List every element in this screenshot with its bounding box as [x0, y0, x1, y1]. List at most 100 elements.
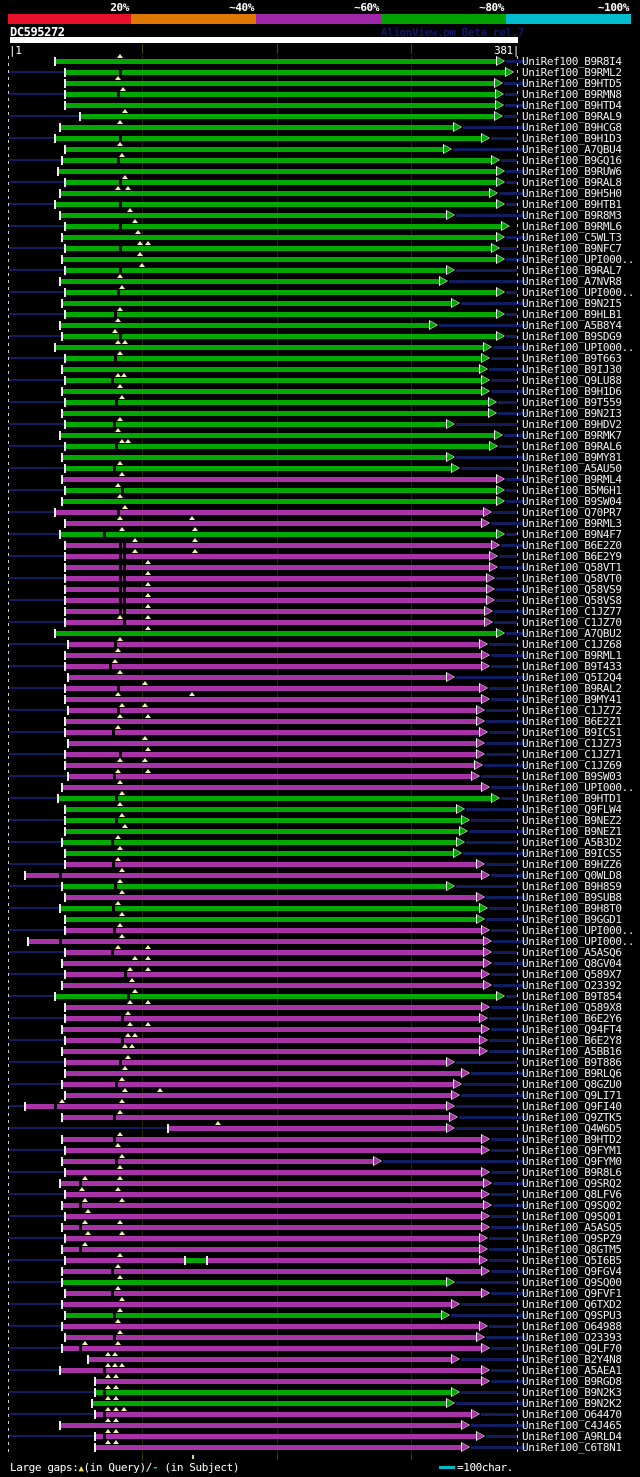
hit-row[interactable]: UniRef100_B9RMN8 — [0, 87, 640, 101]
alignment-bar[interactable] — [62, 235, 498, 240]
alignment-bar[interactable] — [65, 829, 461, 834]
alignment-bar[interactable] — [62, 1247, 481, 1252]
alignment-bar[interactable] — [65, 444, 491, 449]
hit-label[interactable]: UniRef100_B9RML1 — [522, 649, 622, 662]
alignment-bar[interactable] — [62, 477, 498, 482]
alignment-bar[interactable] — [62, 1346, 483, 1351]
hit-row[interactable]: UniRef100_B9GGD1 — [0, 912, 640, 925]
alignment-bar[interactable] — [65, 1060, 448, 1065]
alignment-bar[interactable] — [65, 576, 488, 581]
hit-row[interactable]: UniRef100_UPI000.. — [0, 923, 640, 936]
alignment-bar[interactable] — [65, 1214, 483, 1219]
hit-row[interactable]: UniRef100_B9N2K2 — [0, 1396, 640, 1409]
hit-label[interactable]: UniRef100_A5AEA1 — [522, 1364, 622, 1377]
hit-label[interactable]: UniRef100_Q8GV04 — [522, 957, 622, 970]
hit-row[interactable]: UniRef100_B5M6H1 — [0, 483, 640, 496]
hit-row[interactable]: UniRef100_Q58VT1 — [0, 560, 640, 573]
alignment-bar[interactable] — [65, 378, 483, 383]
hit-label[interactable]: UniRef100_B6E2Z1 — [522, 715, 622, 728]
hit-label[interactable]: UniRef100_B2Y4N8 — [522, 1353, 622, 1366]
hit-row[interactable]: UniRef100_B6E2Y8 — [0, 1033, 640, 1047]
hit-row[interactable]: UniRef100_Q94FT4 — [0, 1022, 640, 1035]
hit-label[interactable]: UniRef100_B9RLQ6 — [522, 1067, 622, 1080]
alignment-bar[interactable] — [65, 719, 478, 724]
hit-label[interactable]: UniRef100_Q8GTM5 — [522, 1243, 622, 1256]
hit-label[interactable]: UniRef100_B6E2Y9 — [522, 550, 622, 563]
hit-label[interactable]: UniRef100_Q9LF70 — [522, 1342, 622, 1355]
alignment-bar[interactable] — [65, 543, 493, 548]
hit-row[interactable]: UniRef100_B9N2I3 — [0, 408, 640, 419]
alignment-bar[interactable] — [62, 1280, 448, 1285]
hit-label[interactable]: UniRef100_B9H1D6 — [522, 385, 622, 398]
hit-label[interactable]: UniRef100_B9RML6 — [522, 220, 622, 233]
hit-label[interactable]: UniRef100_B9RML4 — [522, 473, 622, 486]
hit-row[interactable]: UniRef100_B9SDG9 — [0, 329, 640, 342]
hit-label[interactable]: UniRef100_B9SUB8 — [522, 891, 622, 904]
hit-row[interactable]: UniRef100_B6E2Z1 — [0, 714, 640, 728]
hit-row[interactable]: UniRef100_A7NVR8 — [0, 274, 640, 288]
hit-label[interactable]: UniRef100_C5WLT3 — [522, 231, 622, 244]
hit-row[interactable]: UniRef100_B9N4F7 — [0, 527, 640, 540]
hit-row[interactable]: UniRef100_B9HTD4 — [0, 100, 640, 111]
hit-label[interactable]: UniRef100_A5ASQ5 — [522, 1221, 622, 1234]
alignment-bar[interactable] — [62, 785, 483, 790]
alignment-bar[interactable] — [65, 246, 493, 251]
hit-row[interactable]: UniRef100_B9SW03 — [0, 769, 640, 782]
alignment-bar[interactable] — [62, 257, 498, 262]
alignment-bar[interactable] — [65, 103, 497, 108]
hit-row[interactable]: UniRef100_Q5I2Q4 — [0, 670, 640, 683]
hit-label[interactable]: UniRef100_Q9LU88 — [522, 374, 622, 387]
hit-label[interactable]: UniRef100_C4J465 — [522, 1419, 622, 1432]
hit-label[interactable]: UniRef100_B9RML2 — [522, 66, 622, 79]
hit-row[interactable]: UniRef100_A9RLD4 — [0, 1429, 640, 1442]
hit-row[interactable]: UniRef100_Q9FI40 — [0, 1099, 640, 1112]
hit-row[interactable]: UniRef100_A5ASQ5 — [0, 1220, 640, 1234]
alignment-bar[interactable] — [68, 774, 473, 779]
hit-label[interactable]: UniRef100_Q9SQ00 — [522, 1276, 622, 1289]
alignment-bar[interactable] — [92, 1401, 448, 1406]
alignment-bar[interactable] — [65, 1170, 483, 1175]
alignment-bar[interactable] — [65, 917, 478, 922]
alignment-bar[interactable] — [65, 1038, 481, 1043]
alignment-bar[interactable] — [60, 1423, 463, 1428]
hit-row[interactable]: UniRef100_C4J465 — [0, 1418, 640, 1432]
alignment-bar[interactable] — [55, 202, 498, 207]
hit-label[interactable]: UniRef100_A5B3D2 — [522, 836, 622, 849]
hit-label[interactable]: UniRef100_B9IJ30 — [522, 363, 622, 376]
hit-label[interactable]: UniRef100_B9HTD4 — [522, 99, 622, 112]
hit-row[interactable]: UniRef100_B9RML4 — [0, 472, 640, 486]
hit-label[interactable]: UniRef100_A7NVR8 — [522, 275, 622, 288]
alignment-bar[interactable] — [65, 1192, 483, 1197]
alignment-bar[interactable] — [65, 290, 498, 295]
alignment-bar[interactable] — [68, 642, 481, 647]
alignment-bar[interactable] — [95, 1445, 463, 1450]
hit-label[interactable]: UniRef100_B9RMN8 — [522, 88, 622, 101]
hit-row[interactable]: UniRef100_UPI000.. — [0, 934, 640, 947]
hit-label[interactable]: UniRef100_B6E2Y8 — [522, 1034, 622, 1047]
hit-label[interactable]: UniRef100_B9T559 — [522, 396, 622, 409]
hit-row[interactable]: UniRef100_Q8GV04 — [0, 956, 640, 970]
hit-label[interactable]: UniRef100_O64470 — [522, 1408, 622, 1421]
hit-row[interactable]: UniRef100_B9SW04 — [0, 494, 640, 507]
hit-label[interactable]: UniRef100_C1JZ77 — [522, 605, 622, 618]
hit-row[interactable]: UniRef100_A5AU50 — [0, 461, 640, 474]
hit-label[interactable]: UniRef100_O23393 — [522, 1331, 622, 1344]
alignment-bar[interactable] — [62, 301, 453, 306]
alignment-bar[interactable] — [62, 840, 458, 845]
hit-label[interactable]: UniRef100_B9RML3 — [522, 517, 622, 530]
hit-row[interactable]: UniRef100_B9T854 — [0, 989, 640, 1002]
hit-label[interactable]: UniRef100_C1JZ72 — [522, 704, 622, 717]
hit-row[interactable]: UniRef100_Q58VS8 — [0, 593, 640, 606]
alignment-bar[interactable] — [65, 664, 483, 669]
alignment-bar[interactable] — [55, 345, 485, 350]
hit-row[interactable]: UniRef100_B9ICS1 — [0, 725, 640, 738]
hit-label[interactable]: UniRef100_B9N2I3 — [522, 407, 622, 420]
hit-row[interactable]: UniRef100_B9T433 — [0, 659, 640, 672]
alignment-bar[interactable] — [65, 851, 455, 856]
hit-row[interactable]: UniRef100_B9RLQ6 — [0, 1066, 640, 1080]
alignment-bar[interactable] — [55, 136, 483, 141]
hit-row[interactable]: UniRef100_Q0WLD8 — [0, 868, 640, 881]
hit-row[interactable]: UniRef100_Q9SQ02 — [0, 1198, 640, 1211]
hit-row[interactable]: UniRef100_O23392 — [0, 978, 640, 991]
hit-row[interactable]: UniRef100_Q58VS9 — [0, 582, 640, 595]
